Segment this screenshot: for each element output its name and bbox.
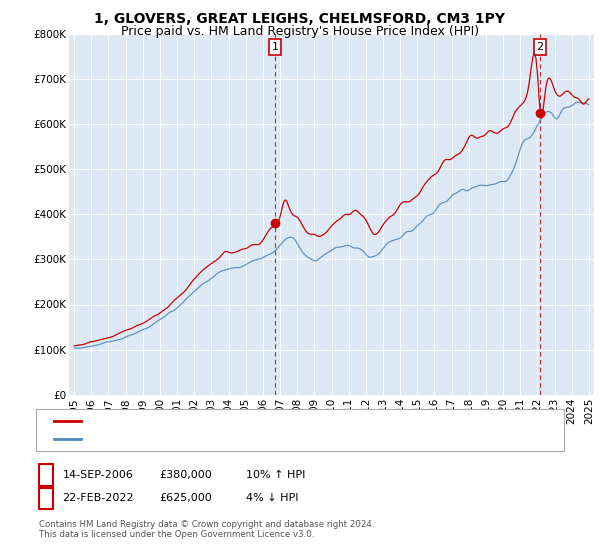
Text: 1, GLOVERS, GREAT LEIGHS, CHELMSFORD, CM3 1PY (detached house): 1, GLOVERS, GREAT LEIGHS, CHELMSFORD, CM… xyxy=(84,416,437,426)
Text: 2: 2 xyxy=(536,42,544,52)
Text: 10% ↑ HPI: 10% ↑ HPI xyxy=(246,470,305,480)
Text: 1: 1 xyxy=(42,468,50,482)
Text: 14-SEP-2006: 14-SEP-2006 xyxy=(62,470,133,480)
Text: £380,000: £380,000 xyxy=(159,470,212,480)
Text: Price paid vs. HM Land Registry's House Price Index (HPI): Price paid vs. HM Land Registry's House … xyxy=(121,25,479,38)
Text: 1: 1 xyxy=(271,42,278,52)
Text: £625,000: £625,000 xyxy=(159,493,212,503)
Text: 1, GLOVERS, GREAT LEIGHS, CHELMSFORD, CM3 1PY: 1, GLOVERS, GREAT LEIGHS, CHELMSFORD, CM… xyxy=(95,12,505,26)
Text: 4% ↓ HPI: 4% ↓ HPI xyxy=(246,493,299,503)
Text: Contains HM Land Registry data © Crown copyright and database right 2024.
This d: Contains HM Land Registry data © Crown c… xyxy=(39,520,374,539)
Text: HPI: Average price, detached house, Chelmsford: HPI: Average price, detached house, Chel… xyxy=(84,434,325,444)
Text: 2: 2 xyxy=(42,492,50,505)
Text: 22-FEB-2022: 22-FEB-2022 xyxy=(62,493,134,503)
